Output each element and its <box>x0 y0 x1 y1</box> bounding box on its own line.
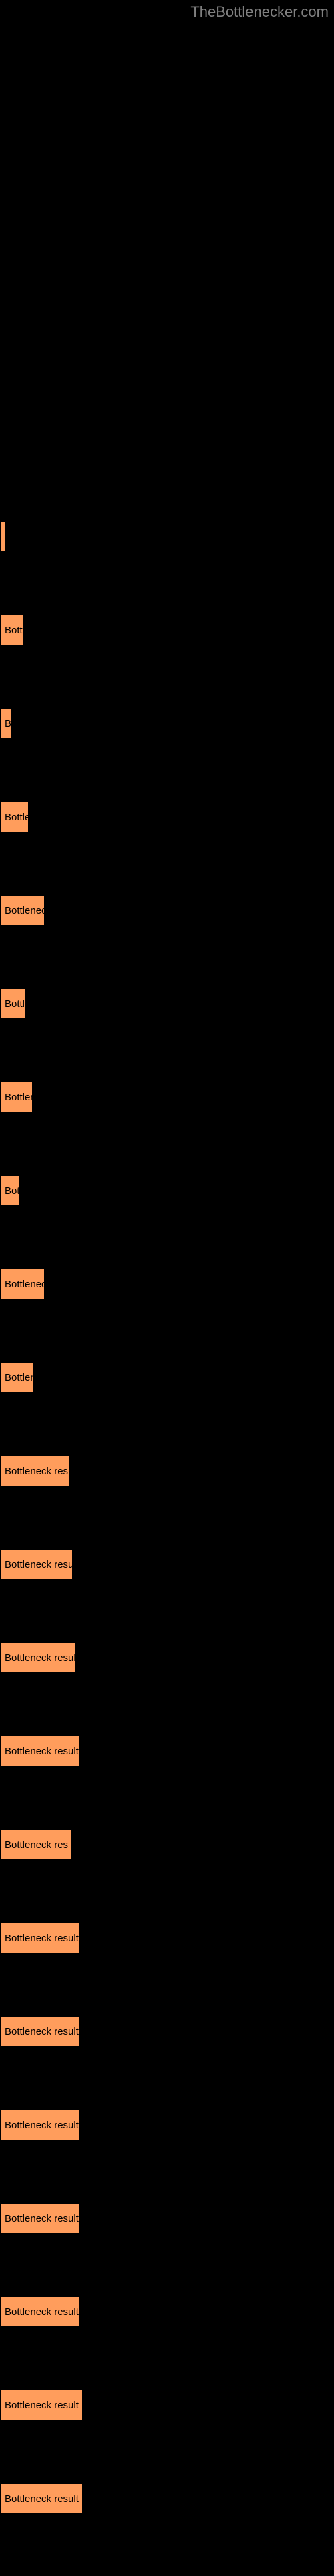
bar-row: Bottleneck res <box>0 1455 334 1528</box>
bar-label: Bottleneck result <box>5 2400 79 2411</box>
bar: Bottleneck result <box>0 1642 77 1674</box>
bar-label: Bottleneck res <box>5 1466 68 1477</box>
bar-label: Bottleneck result <box>5 1652 77 1664</box>
bar: Bottleneck result <box>0 2015 80 2047</box>
bar: Bottleneck result <box>0 2296 80 2328</box>
bar-chart: Bottle B Bottlen Bottleneck Bottlen Bottlene B… <box>0 521 334 2576</box>
bar-label: Bottleneck result <box>5 2120 79 2131</box>
bar: Bottleneck result <box>0 2109 80 2141</box>
bar-label: Bottlen <box>5 998 27 1010</box>
bar: Bottleneck result <box>0 1735 80 1767</box>
bar-label: Bottlene <box>5 1092 33 1103</box>
bar: Bottlen <box>0 801 29 833</box>
bar-label: Bottleneck result <box>5 1933 79 1944</box>
bar-row: Bottleneck <box>0 894 334 968</box>
bar: Bottle <box>0 614 24 646</box>
bar: Bottlene <box>0 1081 33 1113</box>
bar: Bottleneck result <box>0 2483 84 2515</box>
bar-row: Bottleneck <box>0 1268 334 1341</box>
bar-row: B <box>0 707 334 781</box>
bar-label: Bottleneck <box>5 1279 45 1290</box>
bar-row: Bottleneck result <box>0 1735 334 1809</box>
bar-row: Bottle <box>0 614 334 687</box>
bar-label: Bottleneck result <box>5 2306 79 2318</box>
bar: Bottleneck res <box>0 1829 72 1861</box>
bar: Bottleneck result <box>0 2389 84 2421</box>
bar-row: Bottlen <box>0 988 334 1061</box>
bar: Bottleneck result <box>0 1922 80 1954</box>
bar-label: Bottleneck res <box>5 1839 68 1851</box>
bar: Bottlene <box>0 1361 35 1393</box>
bar-label: Bottleneck result <box>5 1746 79 1757</box>
bar-label: Bottleneck result <box>5 2493 79 2505</box>
bar-row: Bottlen <box>0 801 334 874</box>
bar-row: Bottlene <box>0 1081 334 1155</box>
bar-row: Bottleneck result <box>0 2109 334 2182</box>
bar-label: Bottleneck <box>5 905 45 916</box>
bar-label: Bottleneck result <box>5 2213 79 2224</box>
bar-row: Bottleneck result <box>0 1922 334 1995</box>
bar: Bottlen <box>0 988 27 1020</box>
bar-row: Bottleneck result <box>0 2483 334 2556</box>
bar-row: Bottleneck result <box>0 1642 334 1715</box>
bar-row <box>0 521 334 594</box>
bar: Bottleneck <box>0 1268 45 1300</box>
bar-row: Bottleneck result <box>0 2296 334 2369</box>
watermark-text: TheBottlenecker.com <box>190 3 329 21</box>
bar-row: Bottleneck resul <box>0 1548 334 1622</box>
bar-row: Bottleneck result <box>0 2015 334 2089</box>
bar-label: B <box>5 718 11 729</box>
bar-row: Bottlene <box>0 1361 334 1435</box>
bar-label: Bottlene <box>5 1372 35 1383</box>
bar-label: Bottle <box>5 625 24 636</box>
bar-row: Bottleneck res <box>0 1829 334 1902</box>
bar: Bottleneck result <box>0 2202 80 2234</box>
bar-row: Bottleneck result <box>0 2202 334 2276</box>
bar: Bottleneck resul <box>0 1548 73 1580</box>
bar-row: Bottleneck result <box>0 2389 334 2463</box>
bar-label: Bottlen <box>5 812 29 823</box>
bar: Bottleneck <box>0 894 45 926</box>
bar <box>0 521 6 553</box>
bar: B <box>0 707 12 739</box>
bar-label: Bottl <box>5 1185 20 1197</box>
bar: Bottleneck res <box>0 1455 70 1487</box>
bar-label: Bottleneck resul <box>5 1559 73 1570</box>
bar-row: Bottl <box>0 1175 334 1248</box>
bar-label: Bottleneck result <box>5 2026 79 2037</box>
bar: Bottl <box>0 1175 20 1207</box>
